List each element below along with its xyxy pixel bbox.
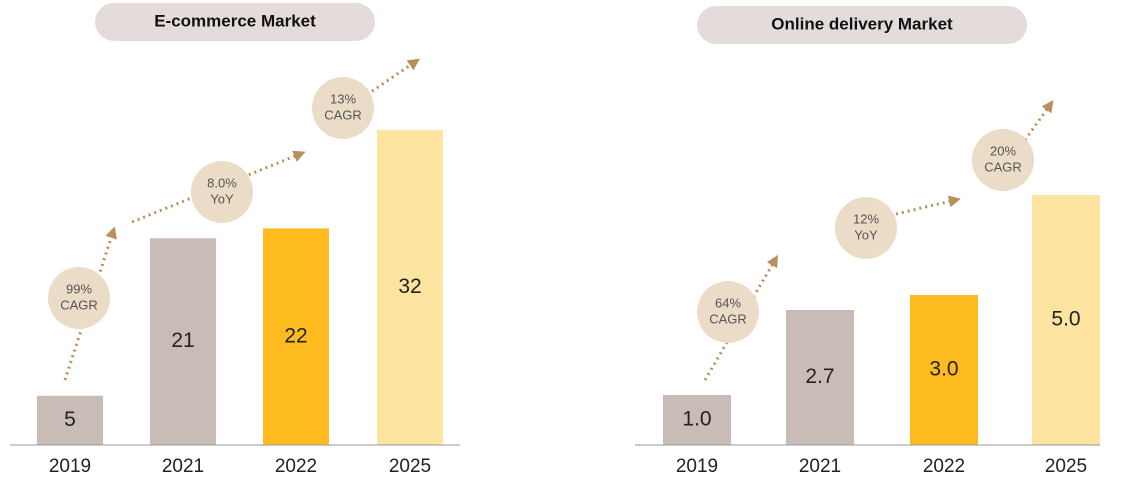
annotation: 20% <box>990 143 1016 158</box>
bar <box>37 395 103 445</box>
x-tick-label: 2019 <box>49 456 91 477</box>
x-tick-label: 2021 <box>799 456 841 477</box>
x-tick-label: 2019 <box>676 456 718 477</box>
title-pill <box>697 6 1027 44</box>
value-label: 2.7 <box>805 365 834 388</box>
annotation-bubble <box>697 281 759 343</box>
trend-arrow <box>361 58 420 100</box>
x-tick-label: 2022 <box>923 456 965 477</box>
chart-title: E-commerce Market <box>154 11 316 30</box>
annotation: 13% <box>330 91 356 106</box>
annotation-bubble <box>48 267 110 329</box>
value-label: 3.0 <box>929 358 958 381</box>
value-label: 1.0 <box>682 408 711 431</box>
value-label: 22 <box>284 324 307 347</box>
bar <box>910 295 978 445</box>
bar <box>1032 195 1100 445</box>
bar <box>377 130 443 445</box>
value-label: 5.0 <box>1051 308 1080 331</box>
annotation-bubble <box>835 197 897 259</box>
annotation: CAGR <box>709 311 747 326</box>
bar <box>663 395 731 445</box>
annotation: CAGR <box>984 159 1022 174</box>
value-label: 5 <box>64 408 76 431</box>
trend-arrow <box>703 254 779 381</box>
title-pill <box>95 3 375 41</box>
trend-arrow <box>895 195 961 216</box>
annotation-bubble <box>312 77 374 139</box>
x-tick-label: 2025 <box>389 456 431 477</box>
value-label: 32 <box>398 275 421 298</box>
annotation: YoY <box>854 227 878 242</box>
bar <box>263 228 329 445</box>
annotation-bubble <box>972 129 1034 191</box>
x-tick-label: 2021 <box>162 456 204 477</box>
annotation: 64% <box>715 295 741 310</box>
annotation: 99% <box>66 281 92 296</box>
value-label: 21 <box>171 329 194 352</box>
annotation: CAGR <box>324 107 362 122</box>
annotation-bubble <box>191 161 253 223</box>
x-tick-label: 2025 <box>1045 456 1087 477</box>
bar <box>150 238 216 445</box>
bar <box>786 310 854 445</box>
annotation: CAGR <box>60 297 98 312</box>
x-tick-label: 2022 <box>275 456 317 477</box>
trend-arrow <box>1023 100 1054 141</box>
annotation: 8.0% <box>207 175 237 190</box>
chart-title: Online delivery Market <box>771 14 953 33</box>
annotation: YoY <box>210 191 234 206</box>
annotation: 12% <box>853 211 879 226</box>
trend-arrow <box>63 226 117 381</box>
